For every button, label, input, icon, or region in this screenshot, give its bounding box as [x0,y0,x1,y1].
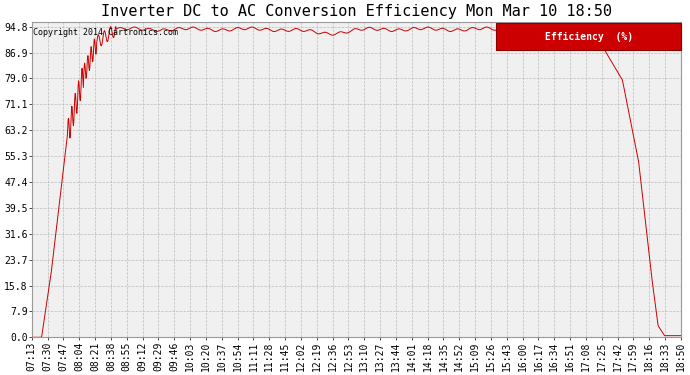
Text: Copyright 2014 Cartronics.com: Copyright 2014 Cartronics.com [33,28,178,37]
Text: Efficiency  (%): Efficiency (%) [544,32,633,42]
Title: Inverter DC to AC Conversion Efficiency Mon Mar 10 18:50: Inverter DC to AC Conversion Efficiency … [101,4,612,19]
FancyBboxPatch shape [496,23,681,50]
